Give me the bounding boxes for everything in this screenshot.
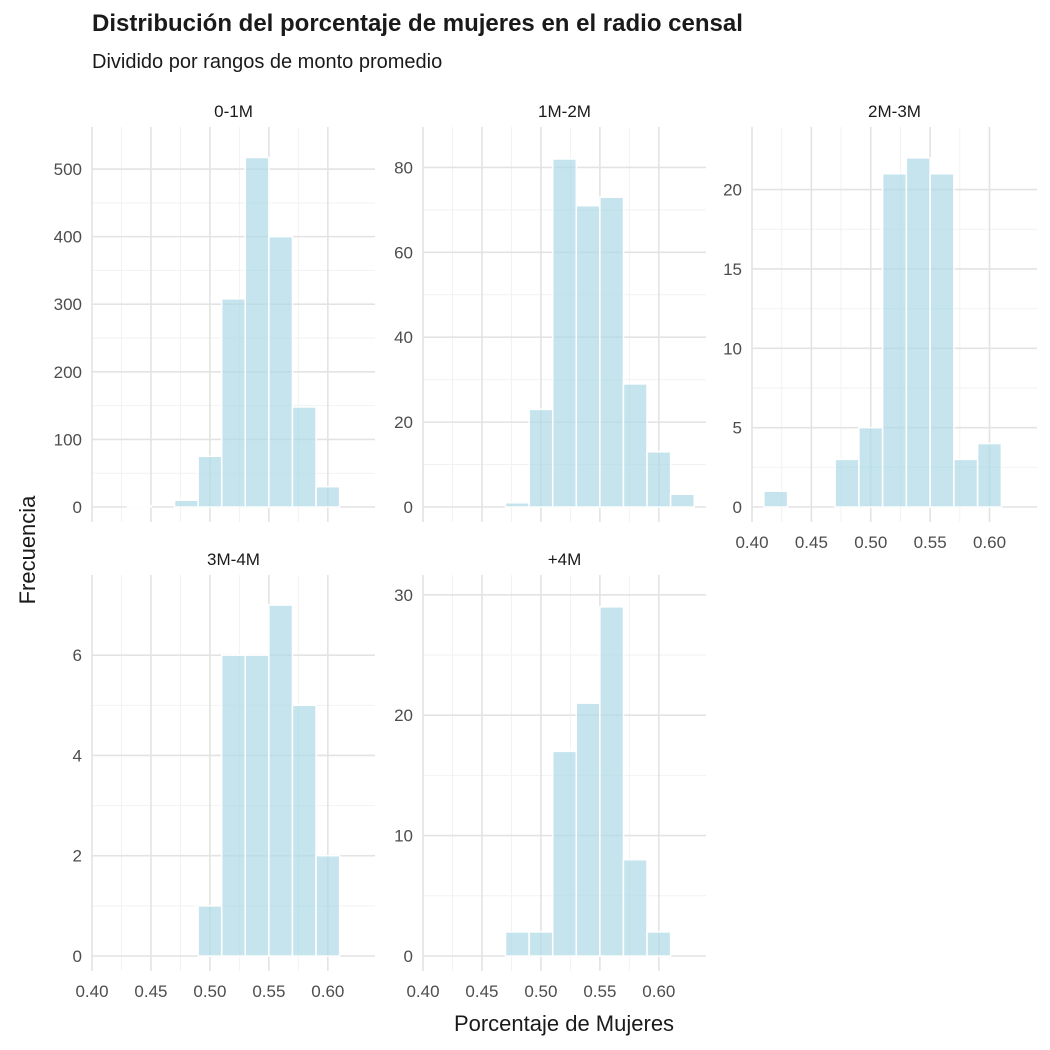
histogram-bar [528, 408, 554, 508]
y-tick-label: 6 [73, 646, 82, 665]
chart-title: Distribución del porcentaje de mujeres e… [92, 10, 743, 37]
y-tick-label: 0 [733, 498, 742, 517]
x-axis-label: Porcentaje de Mujeres [453, 1011, 675, 1036]
y-tick-label: 40 [394, 328, 413, 347]
histogram-bar [953, 458, 979, 508]
histogram-bar [244, 156, 270, 508]
histogram-bar [905, 157, 931, 508]
x-tick-label: 0.40 [75, 982, 108, 1001]
y-tick-label: 80 [394, 158, 413, 177]
x-tick-label: 0.55 [914, 533, 947, 552]
y-tick-label: 20 [394, 706, 413, 725]
y-tick-label: 10 [723, 339, 742, 358]
histogram-bar [291, 406, 317, 508]
x-tick-label: 0.40 [735, 533, 768, 552]
y-tick-label: 10 [394, 827, 413, 846]
histogram-bar [858, 426, 884, 508]
histogram-bar [575, 702, 601, 957]
histogram-bar [315, 485, 341, 508]
histogram-bar [244, 654, 270, 957]
histogram-bar [622, 858, 648, 957]
histogram-bar [197, 455, 223, 508]
histogram-bar [291, 704, 317, 957]
x-tick-label: 0.45 [134, 982, 167, 1001]
histogram-bar [763, 490, 789, 508]
y-tick-label: 0 [73, 498, 82, 517]
facet-label: 1M-2M [538, 102, 591, 121]
facet-panel: 0 10 20 30 +4M 0.40 0.45 0.50 0.55 0.60 [394, 550, 706, 1001]
histogram-bar [220, 298, 247, 508]
histogram-bar [976, 442, 1003, 508]
y-axis-label: Frecuencia [15, 495, 40, 605]
histogram-bar [551, 750, 578, 957]
y-tick-label: 200 [54, 363, 82, 382]
histogram-bar [315, 854, 341, 957]
y-tick-label: 15 [723, 260, 742, 279]
histogram-bar [504, 931, 530, 957]
y-tick-label: 5 [733, 419, 742, 438]
x-tick-label: 0.45 [795, 533, 828, 552]
x-tick-label: 0.50 [193, 982, 226, 1001]
x-tick-label: 0.55 [583, 982, 616, 1001]
x-tick-label: 0.50 [854, 533, 887, 552]
facet-panel: 0 5 10 15 20 2M-3M 0.40 0.45 0.50 0.55 0.60 [723, 102, 1037, 552]
x-tick-label: 0.60 [311, 982, 344, 1001]
y-tick-label: 20 [723, 181, 742, 200]
histogram-bar [929, 172, 955, 508]
y-tick-label: 300 [54, 295, 82, 314]
histogram-bar [197, 905, 223, 957]
histogram-bar [268, 235, 294, 508]
histogram-bar [881, 172, 908, 508]
x-tick-label: 0.60 [973, 533, 1006, 552]
histogram-bar [504, 502, 530, 508]
histogram-bar [834, 458, 860, 508]
histogram-bar [220, 654, 247, 957]
y-tick-label: 500 [54, 160, 82, 179]
chart-subtitle: Dividido por rangos de monto promedio [92, 51, 443, 73]
y-tick-label: 0 [404, 498, 413, 517]
histogram-bar [173, 499, 199, 508]
y-tick-label: 0 [73, 947, 82, 966]
facet-label: 0-1M [214, 102, 253, 121]
facet-panel: 0 2 4 6 3M-4M 0.40 0.45 0.50 0.55 0.60 [73, 550, 375, 1001]
histogram-bar [126, 504, 152, 508]
facet-label: +4M [548, 550, 582, 569]
histogram-bar [268, 604, 294, 957]
y-tick-label: 60 [394, 243, 413, 262]
x-tick-label: 0.45 [465, 982, 498, 1001]
histogram-bar [599, 196, 625, 508]
y-tick-label: 2 [73, 847, 82, 866]
histogram-bar [599, 606, 625, 957]
x-tick-label: 0.60 [642, 982, 675, 1001]
facet-label: 3M-4M [207, 550, 260, 569]
facet-panel: 0 20 40 60 80 1M-2M [394, 102, 706, 522]
facet-panel: 0 100 200 300 400 500 0-1M [54, 102, 375, 522]
y-tick-label: 30 [394, 586, 413, 605]
histogram-bar [528, 931, 554, 957]
x-tick-label: 0.55 [252, 982, 285, 1001]
y-tick-label: 400 [54, 228, 82, 247]
histogram-bar [669, 493, 695, 508]
histogram-bar [646, 451, 672, 508]
x-tick-label: 0.50 [524, 982, 557, 1001]
histogram-bar [646, 931, 672, 957]
y-tick-label: 100 [54, 430, 82, 449]
histogram-bar [551, 158, 578, 508]
histogram-bar [575, 204, 601, 508]
x-tick-label: 0.40 [406, 982, 439, 1001]
facet-label: 2M-3M [868, 102, 921, 121]
y-tick-label: 0 [404, 947, 413, 966]
histogram-bar [622, 383, 648, 508]
y-tick-label: 20 [394, 413, 413, 432]
y-tick-label: 4 [73, 746, 82, 765]
